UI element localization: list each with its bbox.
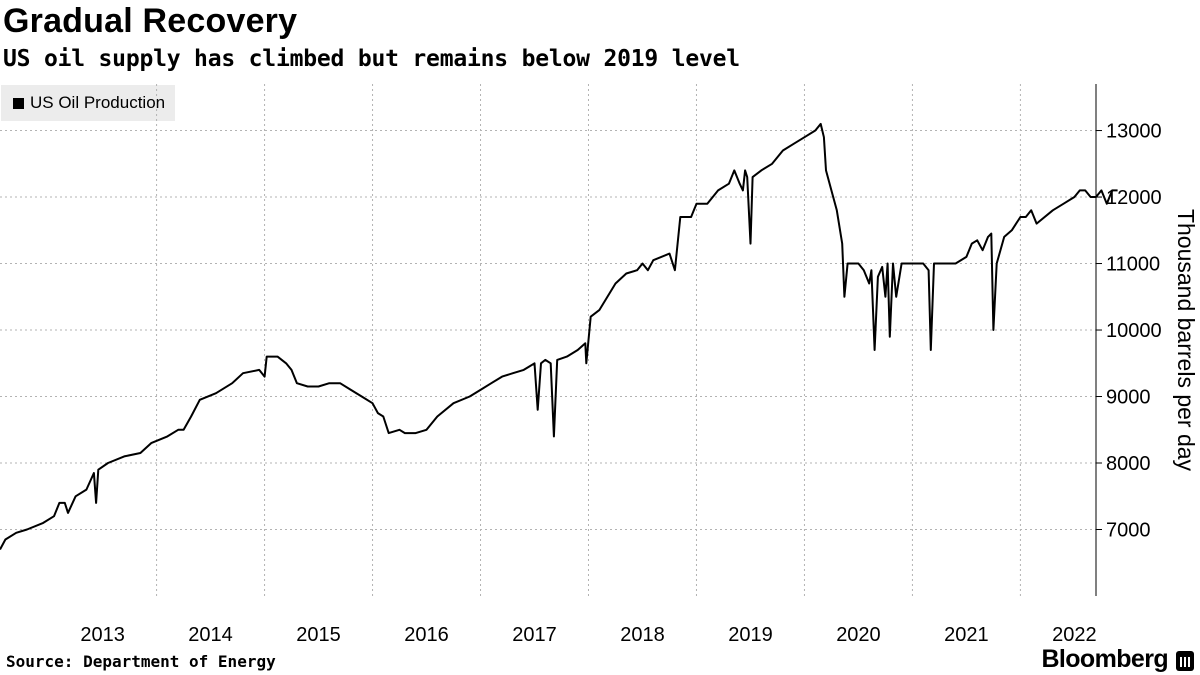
- chart-title: Gradual Recovery: [3, 2, 298, 40]
- x-tick-label: 2021: [944, 624, 989, 646]
- y-tick-label: 7000: [1106, 520, 1151, 542]
- y-tick-label: 11000: [1106, 254, 1160, 276]
- x-tick-label: 2016: [404, 624, 449, 646]
- x-axis-ticks: 2013 2014 2015 2016 2017 2018 2019 2020 2021 2022: [80, 624, 1096, 646]
- chart-subtitle: US oil supply has climbed but remains be…: [3, 46, 740, 72]
- x-tick-label: 2017: [512, 624, 557, 646]
- y-axis-ticks: 7000 8000 9000 10000 11000 12000 13000: [1096, 121, 1162, 542]
- y-tick-label: 12000: [1106, 187, 1162, 209]
- x-tick-label: 2019: [728, 624, 773, 646]
- brand-logo-text: Bloomberg: [1041, 645, 1168, 673]
- y-tick-label: 8000: [1106, 453, 1151, 475]
- terminal-icon: [1176, 651, 1194, 671]
- vertical-gridlines: [156, 84, 1021, 596]
- x-tick-label: 2018: [620, 624, 665, 646]
- legend: US Oil Production: [1, 85, 176, 121]
- x-tick-label: 2015: [296, 624, 341, 646]
- x-tick-label: 2020: [836, 624, 881, 646]
- source-note: Source: Department of Energy: [6, 652, 276, 671]
- y-tick-label: 13000: [1106, 121, 1162, 143]
- y-tick-label: 10000: [1106, 320, 1162, 342]
- y-tick-label: 9000: [1106, 387, 1151, 409]
- x-tick-label: 2014: [188, 624, 233, 646]
- x-tick-label: 2022: [1052, 624, 1097, 646]
- legend-label: US Oil Production: [30, 93, 166, 112]
- x-tick-label: 2013: [80, 624, 125, 646]
- y-axis-title: Thousand barrels per day: [1173, 209, 1199, 472]
- legend-swatch: [13, 97, 24, 109]
- series-line-us-oil-production: [0, 122, 1118, 550]
